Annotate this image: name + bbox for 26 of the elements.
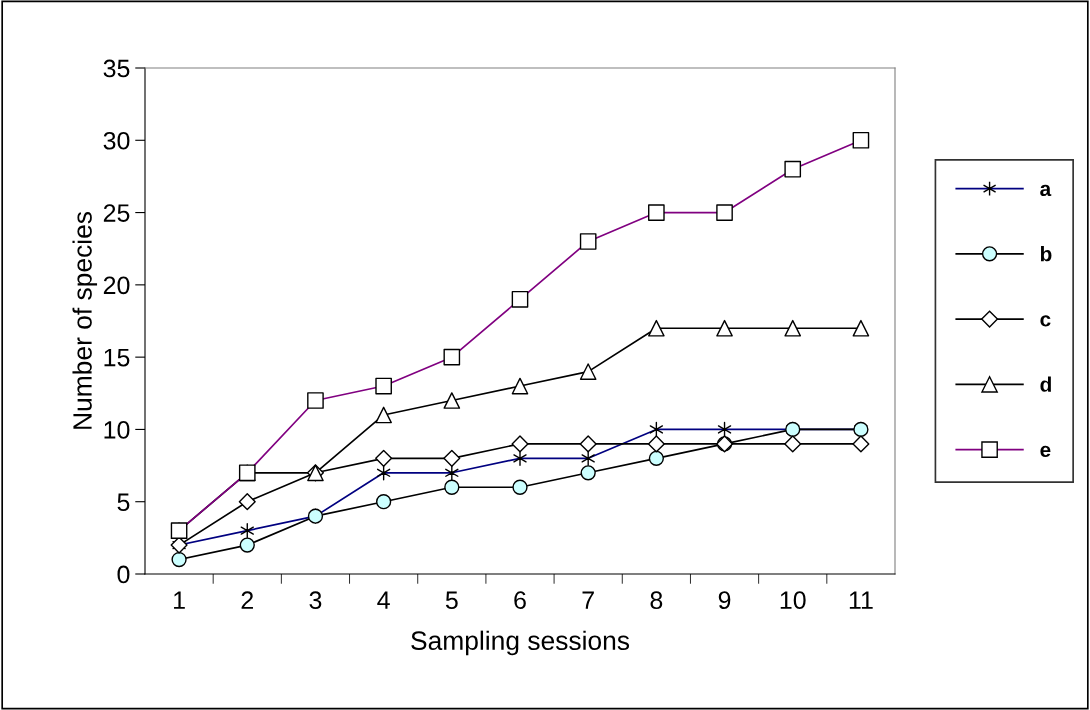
x-tick-label: 10 [780, 591, 806, 610]
x-tick-label: 8 [650, 591, 663, 610]
y-tick-label: 15 [104, 349, 130, 367]
legend-label: d [1040, 376, 1051, 392]
x-tick-label: 2 [241, 591, 253, 609]
x-tick-label: 4 [377, 591, 390, 609]
x-axis-title: Sampling sessions [411, 630, 630, 656]
y-tick-label: 30 [103, 131, 130, 150]
legend-label: c [1040, 315, 1051, 327]
y-tick-label: 5 [117, 493, 130, 512]
x-tick-label: 9 [718, 591, 731, 610]
y-tick-label: 25 [103, 204, 130, 222]
y-tick-label: 0 [117, 565, 130, 584]
y-tick-label: 35 [103, 59, 130, 78]
x-tick-label: 1 [174, 591, 185, 609]
y-tick-label: 10 [104, 421, 130, 439]
x-tick-label: 11 [849, 591, 873, 609]
x-tick-label: 3 [309, 591, 322, 610]
legend-label: a [1040, 184, 1052, 197]
legend-label: b [1040, 246, 1052, 262]
x-tick-label: 6 [514, 591, 526, 610]
legend-label: e [1040, 445, 1051, 458]
x-tick-label: 5 [445, 591, 458, 610]
x-tick-label: 7 [582, 591, 594, 609]
y-axis-title: Number of species [72, 211, 98, 429]
y-tick-label: 20 [103, 276, 130, 295]
